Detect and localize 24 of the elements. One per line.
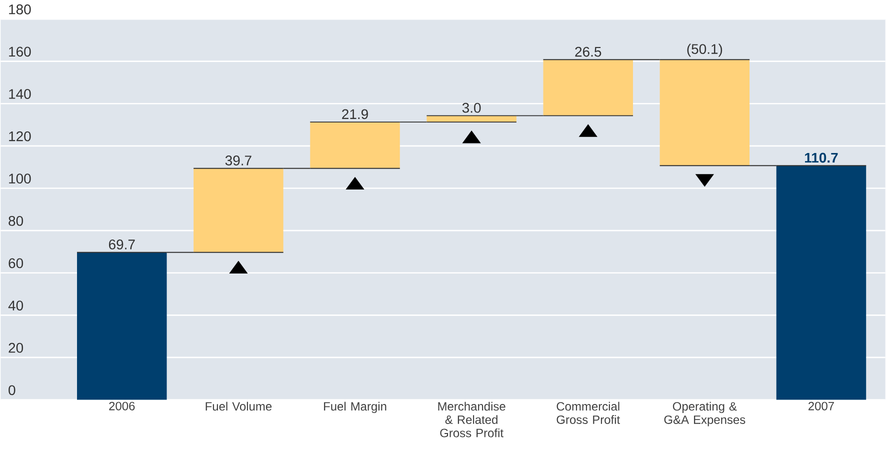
x-tick-label: Fuel Margin: [324, 402, 386, 413]
y-tick-label: 60: [8, 258, 24, 268]
y-tick-label: 20: [8, 342, 24, 353]
y-tick-label: 120: [9, 131, 31, 142]
y-tick-label: 0: [8, 385, 16, 395]
y-tick-label: 180: [9, 4, 31, 14]
data-label: (50.1): [687, 44, 722, 57]
x-tick-label: Operating & G&A Expenses: [664, 402, 746, 426]
data-label: 26.5: [575, 46, 602, 57]
y-tick-label: 160: [9, 46, 31, 56]
x-tick-label: 2006: [109, 402, 135, 410]
x-tick-label: Commercial Gross Profit: [556, 402, 620, 424]
y-tick-label: 140: [9, 88, 31, 99]
y-tick-label: 80: [8, 216, 24, 226]
x-tick-label: 2007: [808, 402, 834, 410]
data-label: 69.7: [109, 239, 135, 250]
y-tick-label: 40: [8, 300, 24, 310]
y-tick-label: 100: [9, 173, 31, 184]
data-label: 39.7: [225, 155, 252, 166]
x-tick-label: Fuel Volume: [206, 402, 272, 410]
data-label: 110.7: [805, 152, 838, 163]
data-label: 21.9: [342, 109, 368, 119]
data-label: 3.0: [462, 102, 481, 113]
x-tick-label: Merchandise & Related Gross Profit: [438, 402, 506, 438]
